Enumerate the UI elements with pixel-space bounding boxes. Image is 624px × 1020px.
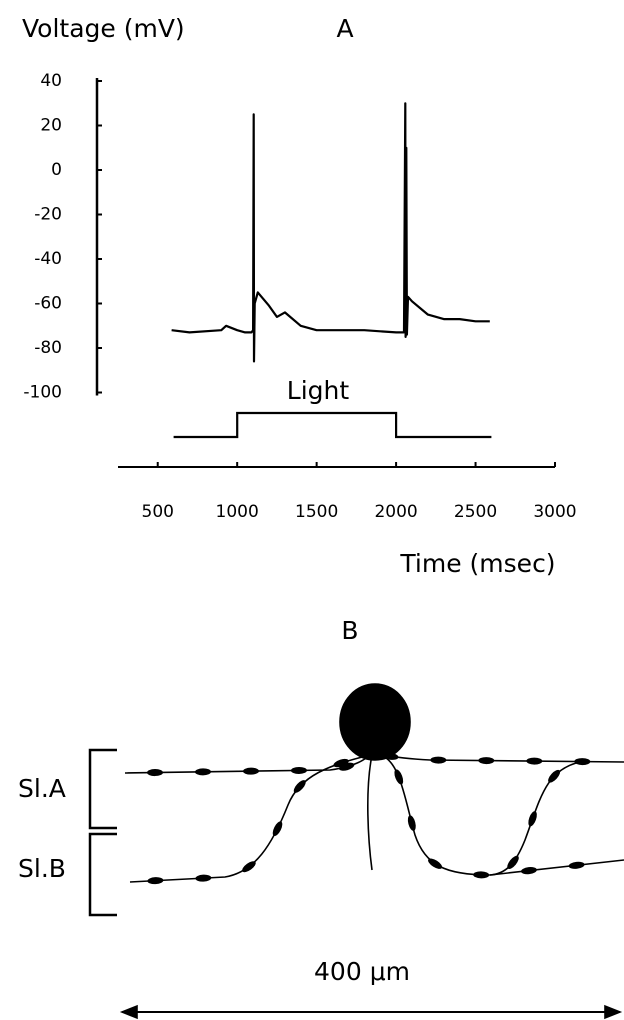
- panel-a-title: A: [336, 14, 353, 43]
- bead: [242, 861, 256, 873]
- bead: [548, 769, 561, 783]
- scale-label: 400 μm: [314, 957, 410, 986]
- bead: [478, 757, 495, 765]
- scale-arrowhead: [119, 1004, 623, 1020]
- bead: [507, 855, 519, 869]
- y-tick-label: -40: [34, 249, 62, 269]
- x-tick-label: 3000: [533, 502, 576, 522]
- bead: [428, 858, 443, 869]
- x-tick-label: 2500: [454, 502, 497, 522]
- panel-b-title: B: [341, 616, 358, 645]
- y-tick-label: 40: [40, 71, 62, 91]
- layer-diagram: [88, 683, 624, 1020]
- bead: [430, 756, 447, 764]
- layer-label: Sl.A: [18, 774, 66, 803]
- y-tick-label: -100: [23, 383, 62, 403]
- y-tick-label: -20: [34, 205, 62, 225]
- light-label: Light: [287, 376, 350, 405]
- bead: [526, 757, 543, 765]
- x-tick-label: 2000: [374, 502, 417, 522]
- bead: [194, 768, 211, 776]
- fiber: [367, 754, 373, 871]
- bead: [528, 811, 537, 827]
- layer-bracket: [88, 748, 117, 917]
- bead: [520, 867, 537, 875]
- bead: [272, 821, 283, 837]
- x-tick-label: 1500: [295, 502, 338, 522]
- y-tick-label: 20: [40, 116, 62, 136]
- bead: [146, 769, 163, 777]
- layer-label: Sl.B: [18, 854, 66, 883]
- y-tick-label: -80: [34, 338, 62, 358]
- y-axis-label: Voltage (mV): [22, 14, 185, 43]
- bead: [147, 877, 164, 885]
- bead: [407, 815, 416, 831]
- bead: [568, 861, 585, 869]
- bead: [242, 767, 259, 775]
- x-tick-label: 1000: [216, 502, 259, 522]
- x-axis-label: Time (msec): [399, 549, 555, 578]
- bead: [195, 874, 212, 882]
- bead: [473, 871, 490, 879]
- bead: [333, 758, 349, 768]
- bead: [574, 758, 591, 766]
- soma: [339, 683, 411, 761]
- bead: [293, 780, 306, 793]
- voltage-trace: [171, 102, 490, 363]
- y-tick-label: 0: [51, 160, 62, 180]
- fiber: [379, 754, 624, 876]
- bead: [382, 752, 399, 760]
- y-tick-label: -60: [34, 294, 62, 314]
- light-trace: [173, 411, 492, 439]
- bead: [290, 766, 307, 774]
- bead: [394, 769, 404, 785]
- x-tick-label: 500: [142, 502, 174, 522]
